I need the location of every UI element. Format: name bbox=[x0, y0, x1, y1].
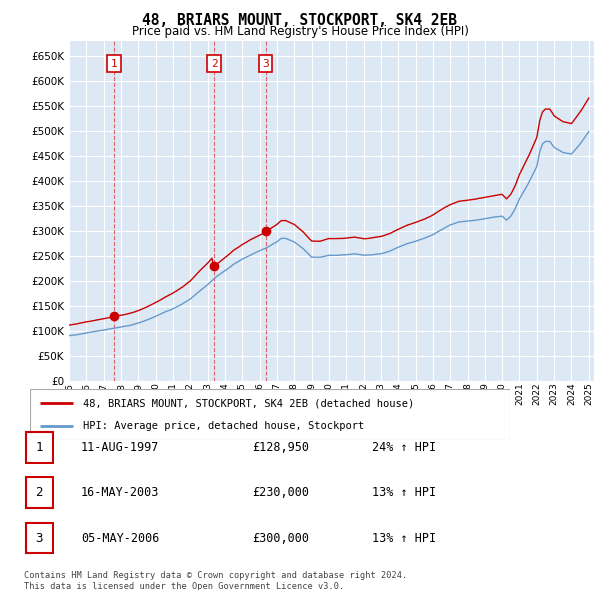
Text: 1: 1 bbox=[110, 59, 118, 69]
Text: 16-MAY-2003: 16-MAY-2003 bbox=[81, 486, 160, 499]
Text: Price paid vs. HM Land Registry's House Price Index (HPI): Price paid vs. HM Land Registry's House … bbox=[131, 25, 469, 38]
Text: £230,000: £230,000 bbox=[252, 486, 309, 499]
Text: 1: 1 bbox=[35, 441, 43, 454]
Text: 2: 2 bbox=[35, 486, 43, 499]
Text: 3: 3 bbox=[262, 59, 269, 69]
Text: 2: 2 bbox=[211, 59, 217, 69]
Text: 24% ↑ HPI: 24% ↑ HPI bbox=[372, 441, 436, 454]
Text: 13% ↑ HPI: 13% ↑ HPI bbox=[372, 532, 436, 545]
Text: 3: 3 bbox=[35, 532, 43, 545]
Text: Contains HM Land Registry data © Crown copyright and database right 2024.
This d: Contains HM Land Registry data © Crown c… bbox=[24, 571, 407, 590]
Text: £300,000: £300,000 bbox=[252, 532, 309, 545]
Text: 48, BRIARS MOUNT, STOCKPORT, SK4 2EB (detached house): 48, BRIARS MOUNT, STOCKPORT, SK4 2EB (de… bbox=[83, 398, 414, 408]
Text: HPI: Average price, detached house, Stockport: HPI: Average price, detached house, Stoc… bbox=[83, 421, 364, 431]
Text: £128,950: £128,950 bbox=[252, 441, 309, 454]
Text: 05-MAY-2006: 05-MAY-2006 bbox=[81, 532, 160, 545]
Text: 48, BRIARS MOUNT, STOCKPORT, SK4 2EB: 48, BRIARS MOUNT, STOCKPORT, SK4 2EB bbox=[143, 13, 458, 28]
Text: 11-AUG-1997: 11-AUG-1997 bbox=[81, 441, 160, 454]
Text: 13% ↑ HPI: 13% ↑ HPI bbox=[372, 486, 436, 499]
